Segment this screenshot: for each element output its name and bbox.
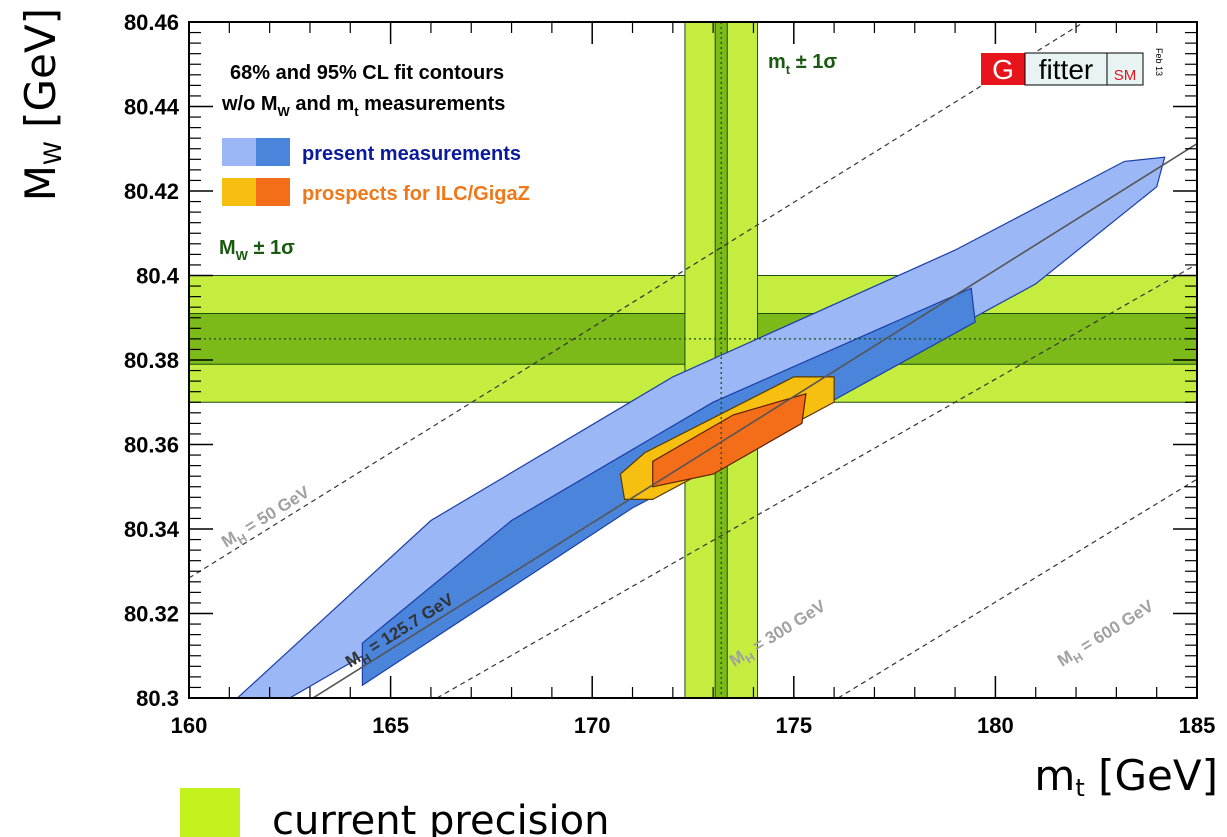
logo-g-text: G (992, 54, 1014, 85)
y-tick-label: 80.46 (124, 10, 179, 35)
y-tick-label: 80.32 (124, 602, 179, 627)
legend-ilc-label: prospects for ILC/GigaZ (302, 183, 530, 205)
x-tick-label: 165 (372, 713, 409, 738)
x-tick-label: 185 (1179, 713, 1216, 738)
x-tick-label: 170 (574, 713, 611, 738)
plot-area (189, 22, 1197, 698)
x-tick-label: 180 (977, 713, 1014, 738)
ilc-68-contour (652, 392, 807, 488)
legend-present-label: present measurements (302, 143, 521, 165)
x-tick-label: 175 (775, 713, 812, 738)
x-axis-label: mt [GeV] (1034, 751, 1218, 802)
logo-g-box (981, 53, 1025, 85)
y-tick-label: 80.38 (124, 348, 179, 373)
mt-band-label: mt ± 1σ (768, 51, 837, 77)
y-tick-label: 80.44 (124, 95, 180, 120)
legend-present-68-swatch (256, 138, 290, 166)
current-precision-swatch (180, 788, 240, 837)
y-tick-label: 80.4 (136, 264, 180, 289)
mh-line (311, 143, 1197, 698)
logo-fitter-text: fitter (1039, 54, 1093, 85)
current-precision-label: current precision (272, 798, 610, 837)
mh-600-label: MH = 600 GeV (1054, 596, 1159, 674)
legend-ilc-68-swatch (256, 178, 290, 206)
title-line-1: 68% and 95% CL fit contours (230, 62, 504, 84)
mw-band-label: MW ± 1σ (219, 237, 295, 263)
mh-line (837, 478, 1197, 698)
logo-sm-box (1106, 52, 1144, 86)
mh-50-label: MH = 50 GeV (218, 482, 315, 555)
x-tick-label: 160 (171, 713, 208, 738)
title-line-2: w/o MW and mt measurements (221, 93, 505, 119)
logo-date: Feb 13 (1154, 48, 1164, 76)
y-tick-label: 80.3 (136, 686, 179, 711)
legend-present-95-swatch (222, 138, 256, 166)
y-axis-label: MW [GeV] (16, 8, 67, 201)
y-tick-label: 80.34 (124, 517, 180, 542)
y-tick-label: 80.42 (124, 179, 179, 204)
mh-line (436, 263, 1197, 698)
logo-fitter-box (1024, 52, 1108, 86)
footer-legend: current precision (180, 788, 780, 837)
y-tick-label: 80.36 (124, 433, 179, 458)
plot-frame (188, 21, 1198, 699)
logo-sm-text: SM (1114, 67, 1137, 84)
legend-ilc-95-swatch (222, 178, 256, 206)
